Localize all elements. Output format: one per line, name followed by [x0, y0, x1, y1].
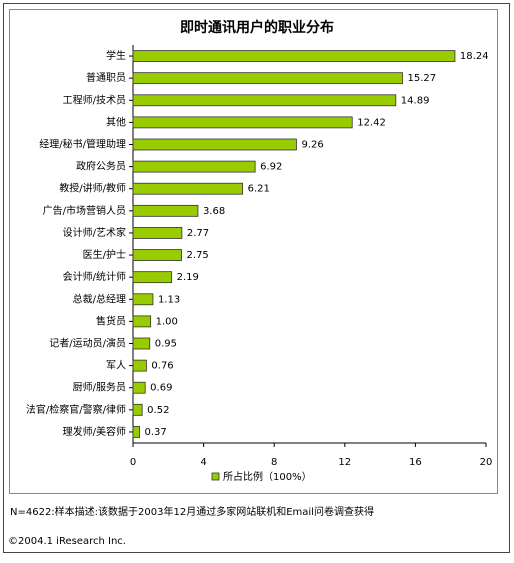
bar: [132, 94, 397, 107]
bar: [132, 381, 146, 394]
bar: [132, 293, 154, 306]
x-tick-label: 20: [480, 457, 493, 468]
chart-frame: [9, 9, 498, 494]
source: ©2004.1 iResearch Inc.: [8, 536, 126, 547]
y-tick-label: 其他: [106, 115, 126, 128]
y-tick-label: 总裁/总经理: [73, 292, 126, 305]
value-label: 12.42: [357, 117, 386, 128]
bar: [132, 138, 297, 151]
value-label: 14.89: [401, 95, 430, 106]
y-tick-label: 学生: [106, 49, 126, 62]
bar: [132, 426, 140, 438]
y-tick-label: 售货员: [96, 314, 126, 327]
x-tick-label: 12: [338, 457, 351, 468]
value-label: 15.27: [408, 73, 437, 84]
value-label: 0.52: [147, 405, 169, 416]
value-label: 18.24: [460, 51, 489, 62]
y-tick-label: 普通职员: [86, 71, 126, 84]
value-label: 0.37: [145, 427, 167, 438]
bar: [132, 271, 173, 284]
y-tick-label: 法官/检察官/警察/律师: [26, 403, 126, 416]
y-tick-label: 教授/讲师/教师: [59, 182, 126, 195]
bar: [132, 50, 456, 62]
bar: [132, 249, 182, 261]
value-label: 2.19: [177, 272, 199, 283]
y-tick-label: 医生/护士: [83, 248, 126, 261]
y-tick-label: 理发师/美容师: [63, 425, 126, 438]
y-tick-label: 工程师/技术员: [63, 93, 126, 106]
bar: [132, 359, 147, 372]
bar: [132, 116, 353, 129]
value-label: 6.92: [260, 162, 282, 173]
value-label: 1.00: [156, 316, 178, 327]
value-label: 9.26: [301, 140, 323, 151]
value-label: 6.21: [248, 184, 270, 195]
x-tick-label: 0: [130, 457, 136, 468]
value-label: 0.69: [150, 383, 172, 394]
value-label: 2.75: [187, 250, 209, 261]
value-label: 3.68: [203, 206, 225, 217]
bar: [132, 227, 183, 239]
value-label: 0.95: [155, 339, 177, 350]
bar: [132, 160, 256, 173]
bar: [132, 182, 244, 195]
y-tick-label: 政府公务员: [76, 160, 126, 173]
chart-title: 即时通讯用户的职业分布: [180, 19, 334, 36]
x-tick-label: 16: [409, 457, 422, 468]
value-label: 1.13: [158, 294, 180, 305]
y-tick-label: 会计师/统计师: [63, 270, 126, 283]
y-tick-label: 军人: [106, 360, 126, 372]
x-tick-label: 4: [200, 457, 206, 468]
bar: [132, 403, 143, 416]
bar: [132, 204, 199, 217]
y-tick-label: 厨师/服务员: [73, 381, 126, 394]
x-tick-label: 8: [271, 457, 277, 468]
bar: [132, 337, 151, 350]
value-label: 0.76: [151, 361, 173, 372]
note: N=4622:样本描述:该数据于2003年12月通过多家网站联机和Email问卷…: [10, 505, 374, 518]
value-label: 2.77: [187, 228, 209, 239]
legend-label: 所占比例（100%）: [223, 470, 312, 483]
outer-frame: [3, 3, 510, 553]
y-tick-label: 记者/运动员/演员: [49, 337, 126, 350]
bar: [132, 315, 152, 328]
legend-swatch: [211, 472, 220, 481]
bar: [132, 72, 403, 85]
y-tick-label: 设计师/艺术家: [63, 226, 126, 239]
y-tick-label: 广告/市场营销人员: [43, 204, 126, 217]
y-tick-label: 经理/秘书/管理助理: [39, 138, 126, 151]
